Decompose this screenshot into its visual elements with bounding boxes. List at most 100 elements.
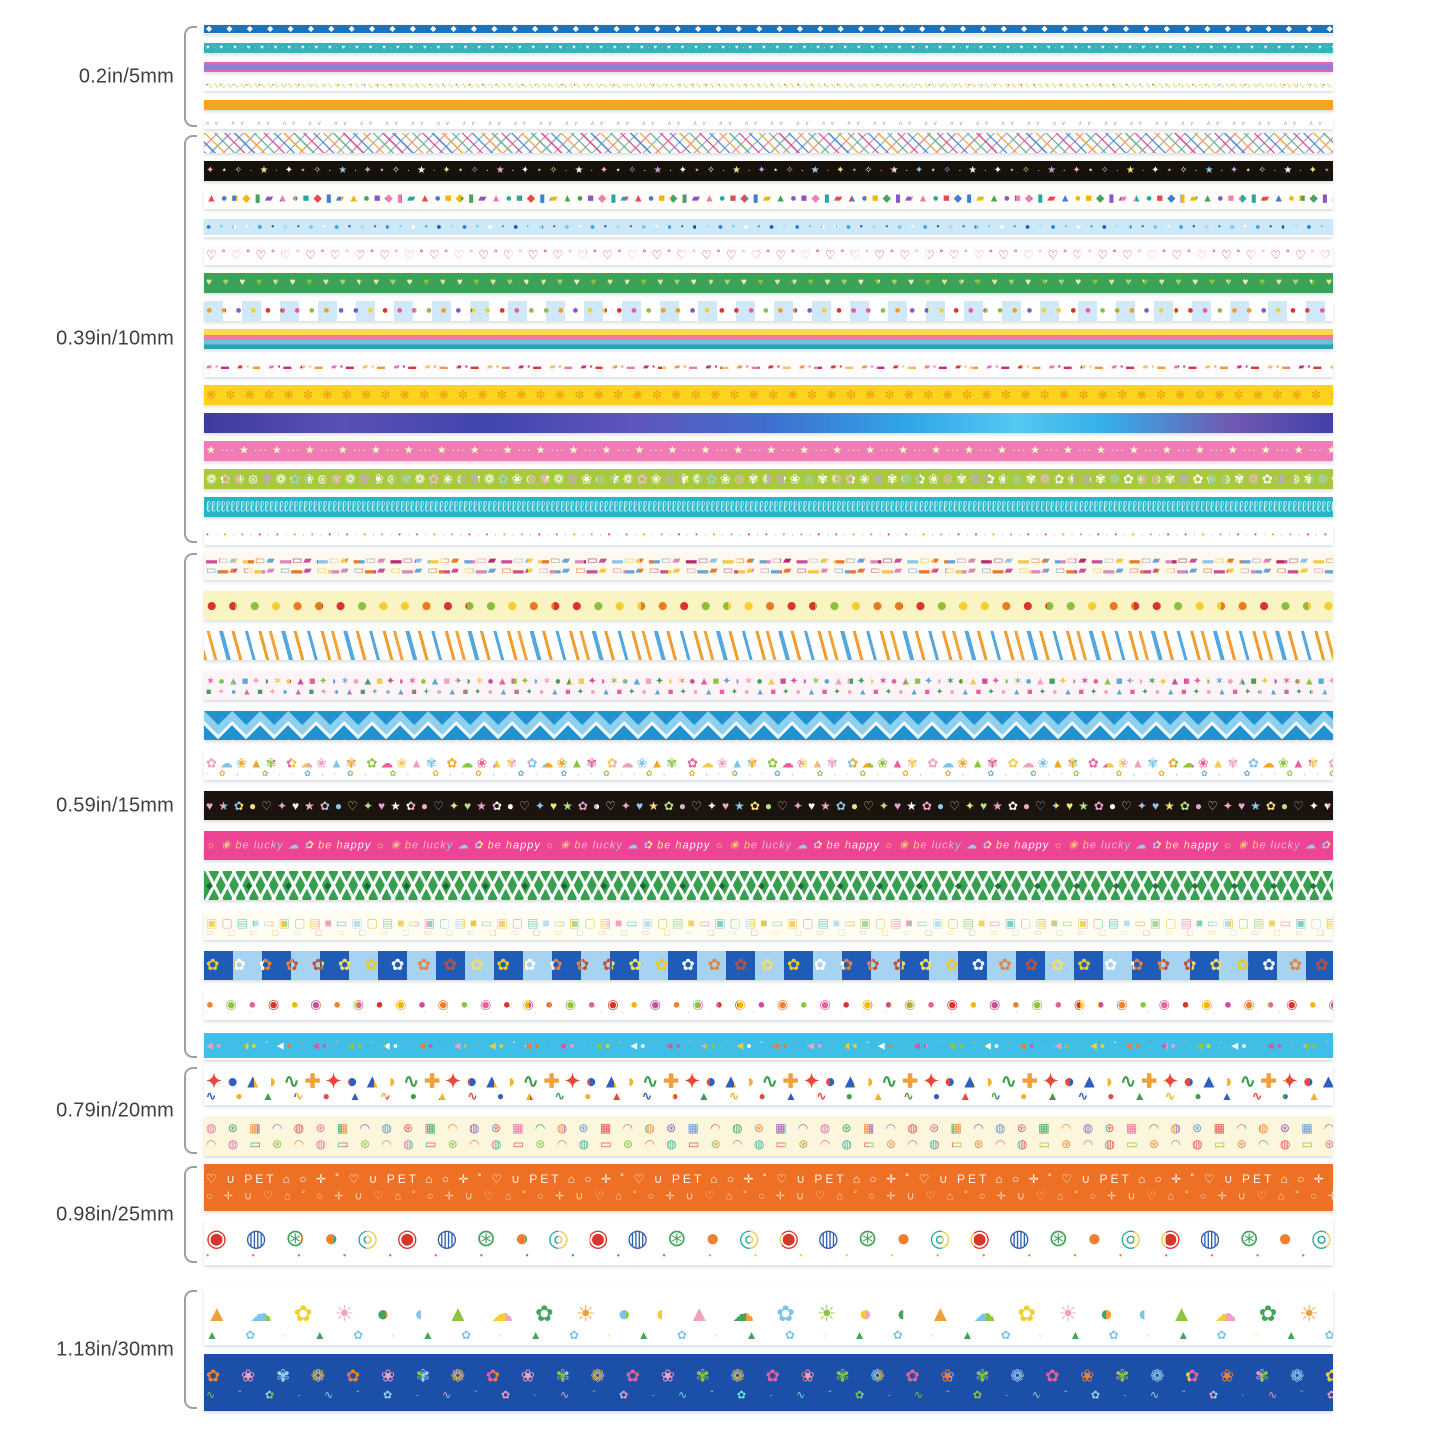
confetti-dots-tape: • ∙ • ∙ • ∙ • ∙ • ∙ • ∙ • ∙ • ∙ • ∙ • ∙ … bbox=[204, 525, 1333, 545]
tape-pattern-motif: ╳╳╳╳╳╳╳╳╳╳╳╳╳╳╳╳╳╳╳╳╳╳╳╳╳╳╳╳╳╳╳╳╳╳╳╳╳╳╳╳… bbox=[206, 871, 1333, 900]
tape-list-5mm: ◆ ◆ ◆ ◆ ◆ ◆ ◆ ◆ ◆ ◆ ◆ ◆ ◆ ◆ ◆ ◆ ◆ ◆ ◆ ◆ … bbox=[204, 24, 1333, 129]
rainbow-stripes-tape bbox=[204, 329, 1333, 349]
tape-pattern-motif: ❁✿❀⊛✾❁✿❀⊛✾❁✿❀⊛✾❁✿❀⊛✾❁✿❀⊛✾❁✿❀⊛✾❁✿❀⊛✾❁✿❀⊛✾… bbox=[206, 473, 1333, 486]
color-dashes-tape: ▬▭▰ ▬▭▰ ▬▭▰ ▬▭▰ ▬▭▰ ▬▭▰ ▬▭▰ ▬▭▰ ▬▭▰ ▬▭▰ … bbox=[204, 551, 1333, 580]
teal-hearts-tape: ♥·♥·♥·♥·♥·♥·♥·♥·♥·♥·♥·♥·♥·♥·♥·♥·♥·♥·♥·♥·… bbox=[204, 43, 1333, 53]
flower-squares-tape: ✿✿✿✿✿✿✿✿✿✿✿✿✿✿✿✿✿✿✿✿✿✿✿✿✿✿✿✿✿✿✿✿✿✿✿✿✿✿✿✿… bbox=[204, 951, 1333, 980]
bakery-doodles-tape: ◍ ⊛ ▦ ◠ ◍ ⊛ ▦ ◠ ◍ ⊛ ▦ ◠ ◍ ⊛ ▦ ◠ ◍ ⊛ ▦ ◠ … bbox=[204, 1116, 1333, 1156]
tape-pattern-motif: ∿ ˚ ✿ · ∿ ˚ ✿ · ∿ ˚ ✿ · ∿ ˚ ✿ · ∿ ˚ ✿ · … bbox=[206, 1390, 1333, 1402]
size-group-5mm-side: 0.2in/5mm bbox=[0, 24, 204, 129]
navy-floral-tape: ✿ ❀ ✾ ❁ ✿ ❀ ✾ ❁ ✿ ❀ ✾ ❁ ✿ ❀ ✾ ❁ ✿ ❀ ✾ ❁ … bbox=[204, 1354, 1333, 1411]
tape-list-20mm: ✦●▲◗∿✚✦●▲◗∿✚✦●▲◗∿✚✦●▲◗∿✚✦●▲◗∿✚✦●▲◗∿✚✦●▲◗… bbox=[204, 1065, 1333, 1156]
tape-pattern-motif: ● • ● • ● • ● • ● • ● • ● • ● • ● • ● • … bbox=[206, 222, 1333, 232]
tape-pattern-motif: · ✿ ˖ · ✿ ˖ · ✿ ˖ · ✿ ˖ · ✿ ˖ · ✿ ˖ · ✿ … bbox=[206, 769, 1333, 778]
size-bracket bbox=[184, 1166, 197, 1263]
size-bracket bbox=[184, 1290, 197, 1409]
tape-pattern-motif: ✿ ❀ ✾ ❁ ✿ ❀ ✾ ❁ ✿ ❀ ✾ ❁ ✿ ❀ ✾ ❁ ✿ ❀ ✾ ❁ … bbox=[206, 1367, 1333, 1384]
tape-pattern-motif: ✿✿✿✿✿✿✿✿✿✿✿✿✿✿✿✿✿✿✿✿✿✿✿✿✿✿✿✿✿✿✿✿✿✿✿✿✿✿✿✿… bbox=[206, 957, 1333, 974]
size-group-30mm: 1.18in/30mm ▲ ☁ ✿ ☀ ● ◖ ▲ ☁ ✿ ☀ ● ◖ ▲ ☁ … bbox=[0, 1288, 1445, 1411]
tape-pattern-motif: ♡˚♡˚♡˚♡˚♡˚♡˚♡˚♡˚♡˚♡˚♡˚♡˚♡˚♡˚♡˚♡˚♡˚♡˚♡˚♡˚… bbox=[206, 249, 1333, 261]
black-hearts-stars-tape: ♥★✿●♡✦♥★✿●♡✦♥★✿●♡✦♥★✿●♡✦♥★✿●♡✦♥★✿●♡✦♥★✿●… bbox=[204, 791, 1333, 820]
tape-pattern-motif: ◠ ◍ ▭ ⊛ ◠ ◍ ▭ ⊛ ◠ ◍ ▭ ⊛ ◠ ◍ ▭ ⊛ ◠ ◍ ▭ ⊛ … bbox=[206, 1138, 1333, 1150]
tape-pattern-motif: ✶●▲■✦◗✶●▲■✦◗✶●▲■✦◗✶●▲■✦◗✶●▲■✦◗✶●▲■✦◗✶●▲■… bbox=[206, 676, 1333, 688]
textured-circles-tape: ◉ ◍ ⊛ ● ◎ ◉ ◍ ⊛ ● ◎ ◉ ◍ ⊛ ● ◎ ◉ ◍ ⊛ ● ◎ … bbox=[204, 1218, 1333, 1265]
tape-pattern-motif: • ∙ • ∙ • ∙ • ∙ • ∙ • ∙ • ∙ • ∙ • ∙ • ∙ … bbox=[206, 531, 1333, 539]
size-label: 1.18in/30mm bbox=[56, 1338, 174, 1360]
green-petals-tape: ♥ ♥ ♥ ♥ ♥ ♥ ♥ ♥ ♥ ♥ ♥ ♥ ♥ ♥ ♥ ♥ ♥ ♥ ♥ ♥ … bbox=[204, 273, 1333, 293]
blue-bubbles-tape: ● • ● • ● • ● • ● • ● • ● • ● • ● • ● • … bbox=[204, 217, 1333, 237]
be-lucky-pink-tape: ☼ ❀ be lucky ☁ ✿ be happy ☼ ❀ be lucky ☁… bbox=[204, 831, 1333, 860]
size-label: 0.59in/15mm bbox=[56, 794, 174, 816]
tape-pattern-motif: ∙ ∙ ∙ ∙ ∙ ∙ ∙ ∙ ∙ ∙ ∙ ∙ ∙ ∙ ∙ ∙ ∙ ∙ ∙ ∙ … bbox=[206, 1010, 1333, 1017]
size-bracket bbox=[184, 26, 197, 127]
rainbow-crosshatch-tape bbox=[204, 133, 1333, 153]
tape-pattern-motif: ●●●●●●●●●●●●●●●●●●●●●●●●●●●●●●●●●●●●●●●●… bbox=[206, 305, 1333, 317]
tape-pattern-motif: ◆ ◆ ◆ ◆ ◆ ◆ ◆ ◆ ◆ ◆ ◆ ◆ ◆ ◆ ◆ ◆ ◆ ◆ ◆ ◆ … bbox=[206, 24, 1333, 33]
size-group-10mm: 0.39in/10mm ✦ ⋆ ✧ · ★ ∙ ✦ ⋆ ✧ · ★ ∙ ✦ ⋆ … bbox=[0, 133, 1445, 545]
black-sparkle-tape: ✦ ⋆ ✧ · ★ ∙ ✦ ⋆ ✧ · ★ ∙ ✦ ⋆ ✧ · ★ ∙ ✦ ⋆ … bbox=[204, 161, 1333, 181]
tape-pattern-motif: ◍ ⊛ ▦ ◠ ◍ ⊛ ▦ ◠ ◍ ⊛ ▦ ◠ ◍ ⊛ ▦ ◠ ◍ ⊛ ▦ ◠ … bbox=[206, 1122, 1333, 1134]
tape-list-10mm: ✦ ⋆ ✧ · ★ ∙ ✦ ⋆ ✧ · ★ ∙ ✦ ⋆ ✧ · ★ ∙ ✦ ⋆ … bbox=[204, 133, 1333, 545]
tape-pattern-motif: ∿ ● ▲ ∿ ● ▲ ∿ ● ▲ ∿ ● ▲ ∿ ● ▲ ∿ ● ▲ ∿ ● … bbox=[206, 1090, 1333, 1102]
tape-pattern-motif: ●●●●●●●●●●●●●●●●●●●●●●●●●●●●●●●●●●●●●●●●… bbox=[206, 596, 1333, 615]
nature-landscape-tape: ▲ ☁ ✿ ☀ ● ◖ ▲ ☁ ✿ ☀ ● ◖ ▲ ☁ ✿ ☀ ● ◖ ▲ ☁ … bbox=[204, 1288, 1333, 1345]
tape-pattern-motif: ∿∿∿∿∿∿∿∿∿∿∿∿∿∿∿∿∿∿∿∿∿∿∿∿∿∿∿∿∿∿∿∿∿∿∿∿∿∿∿∿… bbox=[206, 82, 1333, 90]
tomatoes-tape: ●●●●●●●●●●●●●●●●●●●●●●●●●●●●●●●●●●●●●●●●… bbox=[204, 591, 1333, 620]
tape-pattern-motif: ℓℓℓℓℓℓℓℓℓℓℓℓℓℓℓℓℓℓℓℓℓℓℓℓℓℓℓℓℓℓℓℓℓℓℓℓℓℓℓℓ… bbox=[206, 498, 1333, 516]
size-group-5mm: 0.2in/5mm ◆ ◆ ◆ ◆ ◆ ◆ ◆ ◆ ◆ ◆ ◆ ◆ ◆ ◆ ◆ … bbox=[0, 24, 1445, 129]
size-group-25mm-side: 0.98in/25mm bbox=[0, 1164, 204, 1265]
pink-abstract-tape: ▰▪▬ ▰▪▬ ▰▪▬ ▰▪▬ ▰▪▬ ▰▪▬ ▰▪▬ ▰▪▬ ▰▪▬ ▰▪▬ … bbox=[204, 357, 1333, 377]
matisse-shapes-tape: ✦●▲◗∿✚✦●▲◗∿✚✦●▲◗∿✚✦●▲◗∿✚✦●▲◗∿✚✦●▲◗∿✚✦●▲◗… bbox=[204, 1065, 1333, 1105]
meadow-doodles-tape: ✿☁❀▲✾ ✿☁❀▲✾ ✿☁❀▲✾ ✿☁❀▲✾ ✿☁❀▲✾ ✿☁❀▲✾ ✿☁❀▲… bbox=[204, 751, 1333, 780]
tape-pattern-motif: ♥·♥·♥·♥·♥·♥·♥·♥·♥·♥·♥·♥·♥·♥·♥·♥·♥·♥·♥·♥·… bbox=[206, 44, 1333, 51]
blue-chevron-tape bbox=[204, 711, 1333, 740]
orange-solid-tape bbox=[204, 100, 1333, 110]
diagonal-strokes-tape bbox=[204, 631, 1333, 660]
gold-ornate-tape: ❋ ✼ ❋ ✼ ❋ ✼ ❋ ✼ ❋ ✼ ❋ ✼ ❋ ✼ ❋ ✼ ❋ ✼ ❋ ✼ … bbox=[204, 385, 1333, 405]
size-group-15mm-side: 0.59in/15mm bbox=[0, 551, 204, 1060]
size-bracket bbox=[184, 1067, 197, 1154]
tape-pattern-motif: ♥★✿●♡✦♥★✿●♡✦♥★✿●♡✦♥★✿●♡✦♥★✿●♡✦♥★✿●♡✦♥★✿●… bbox=[206, 800, 1333, 812]
pastel-confetti-tape: ✶●▲■✦◗✶●▲■✦◗✶●▲■✦◗✶●▲■✦◗✶●▲■✦◗✶●▲■✦◗✶●▲■… bbox=[204, 671, 1333, 700]
size-label: 0.39in/10mm bbox=[56, 327, 174, 350]
blue-purple-gradient-tape bbox=[204, 413, 1333, 433]
tape-pattern-motif: ▲ ☁ ✿ ☀ ● ◖ ▲ ☁ ✿ ☀ ● ◖ ▲ ☁ ✿ ☀ ● ◖ ▲ ☁ … bbox=[206, 1303, 1333, 1325]
tape-pattern-motif: • • • • • • • • • • • • • • • • • • • • … bbox=[206, 1251, 1333, 1260]
size-group-20mm: 0.79in/20mm ✦●▲◗∿✚✦●▲◗∿✚✦●▲◗∿✚✦●▲◗∿✚✦●▲◗… bbox=[0, 1065, 1445, 1156]
size-label: 0.79in/20mm bbox=[56, 1099, 174, 1121]
tape-pattern-motif: ◉ ◍ ⊛ ● ◎ ◉ ◍ ⊛ ● ◎ ◉ ◍ ⊛ ● ◎ ◉ ◍ ⊛ ● ◎ … bbox=[206, 1227, 1333, 1251]
orange-pet-tape: ♡ ∪ PET ⌂ ○ ✛ ˚ ♡ ∪ PET ⌂ ○ ✛ ˚ ♡ ∪ PET … bbox=[204, 1164, 1333, 1211]
pink-stars-tape: ★ ··· ★ ··· ★ ··· ★ ··· ★ ··· ★ ··· ★ ··… bbox=[204, 441, 1333, 461]
tape-pattern-motif: • • • • • • • • • • • • • • • • • • • • … bbox=[206, 83, 1333, 88]
tape-list-25mm: ♡ ∪ PET ⌂ ○ ✛ ˚ ♡ ∪ PET ⌂ ○ ✛ ˚ ♡ ∪ PET … bbox=[204, 1164, 1333, 1265]
size-group-10mm-side: 0.39in/10mm bbox=[0, 133, 204, 545]
tape-pattern-motif: ▭▬▰ ▭▬▰ ▭▬▰ ▭▬▰ ▭▬▰ ▭▬▰ ▭▬▰ ▭▬▰ ▭▬▰ ▭▬▰ … bbox=[206, 565, 1333, 576]
planner-notes-tape: ▣▢▤■▭▣▢▤■▭▣▢▤■▭▣▢▤■▭▣▢▤■▭▣▢▤■▭▣▢▤■▭▣▢▤■▭… bbox=[204, 911, 1333, 940]
size-label: 0.98in/25mm bbox=[56, 1203, 174, 1225]
geometric-shapes-tape: ▲●■◆▮▰▲●■◆▮▰▲●■◆▮▰▲●■◆▮▰▲●■◆▮▰▲●■◆▮▰▲●■◆… bbox=[204, 189, 1333, 209]
tape-pattern-motif: ♡ ∪ PET ⌂ ○ ✛ ˚ ♡ ∪ PET ⌂ ○ ✛ ˚ ♡ ∪ PET … bbox=[206, 1172, 1333, 1187]
green-medallions-tape: ❁✿❀⊛✾❁✿❀⊛✾❁✿❀⊛✾❁✿❀⊛✾❁✿❀⊛✾❁✿❀⊛✾❁✿❀⊛✾❁✿❀⊛✾… bbox=[204, 469, 1333, 489]
crayon-dots-tape: ● ◉ ● ◉ ● ◉ ● ◉ ● ◉ ● ◉ ● ◉ ● ◉ ● ◉ ● ◉ … bbox=[204, 991, 1333, 1020]
size-bracket bbox=[184, 553, 197, 1058]
green-x-lattice-tape: ╳╳╳╳╳╳╳╳╳╳╳╳╳╳╳╳╳╳╳╳╳╳╳╳╳╳╳╳╳╳╳╳╳╳╳╳╳╳╳╳… bbox=[204, 871, 1333, 900]
tape-pattern-motif: ◀● ˚ ◀● ˚ ◀● ˚ ◀● ˚ ◀● ˚ ◀● ˚ ◀● ˚ ◀● ˚ … bbox=[206, 1041, 1333, 1051]
tape-pattern-motif: ▰▪▬ ▰▪▬ ▰▪▬ ▰▪▬ ▰▪▬ ▰▪▬ ▰▪▬ ▰▪▬ ▰▪▬ ▰▪▬ … bbox=[206, 363, 1333, 371]
tape-pattern-motif: ❋ ✼ ❋ ✼ ❋ ✼ ❋ ✼ ❋ ✼ ❋ ✼ ❋ ✼ ❋ ✼ ❋ ✼ ❋ ✼ … bbox=[206, 388, 1333, 402]
tape-pattern-motif: ♥ ♥ ♥ ♥ ♥ ♥ ♥ ♥ ♥ ♥ ♥ ♥ ♥ ♥ ♥ ♥ ♥ ♥ ♥ ♥ … bbox=[206, 278, 1333, 288]
tape-pattern-motif: ▣▢▤■▭▣▢▤■▭▣▢▤■▭▣▢▤■▭▣▢▤■▭▣▢▤■▭▣▢▤■▭▣▢▤■▭… bbox=[206, 917, 1333, 929]
size-group-20mm-side: 0.79in/20mm bbox=[0, 1065, 204, 1156]
tape-pattern-motif: ʌv ʌv ʌv ʌv ʌv ʌv ʌv ʌv ʌv ʌv ʌv ʌv ʌv ʌ… bbox=[206, 121, 1333, 127]
size-group-15mm: 0.59in/15mm ▬▭▰ ▬▭▰ ▬▭▰ ▬▭▰ ▬▭▰ ▬▭▰ ▬▭▰ … bbox=[0, 551, 1445, 1060]
tape-pattern-motif: ★ ··· ★ ··· ★ ··· ★ ··· ★ ··· ★ ··· ★ ··… bbox=[206, 444, 1333, 457]
tape-pattern-motif: ▲ ✿ · ▲ ✿ · ▲ ✿ · ▲ ✿ · ▲ ✿ · ▲ ✿ · ▲ ✿ … bbox=[206, 1329, 1333, 1341]
blue-diamond-tape: ◆ ◆ ◆ ◆ ◆ ◆ ◆ ◆ ◆ ◆ ◆ ◆ ◆ ◆ ◆ ◆ ◆ ◆ ◆ ◆ … bbox=[204, 24, 1333, 34]
tape-pattern-motif: ▬▭▰ ▬▭▰ ▬▭▰ ▬▭▰ ▬▭▰ ▬▭▰ ▬▭▰ ▬▭▰ ▬▭▰ ▬▭▰ … bbox=[206, 555, 1333, 567]
dot-garland-tape: ∿∿∿∿∿∿∿∿∿∿∿∿∿∿∿∿∿∿∿∿∿∿∿∿∿∿∿∿∿∿∿∿∿∿∿∿∿∿∿∿… bbox=[204, 81, 1333, 91]
green-scribble-tape: ʌv ʌv ʌv ʌv ʌv ʌv ʌv ʌv ʌv ʌv ʌv ʌv ʌv ʌ… bbox=[204, 119, 1333, 129]
pink-purple-stripe-tape bbox=[204, 62, 1333, 72]
size-bracket bbox=[184, 135, 197, 543]
tape-pattern-motif: ● ◉ ● ◉ ● ◉ ● ◉ ● ◉ ● ◉ ● ◉ ● ◉ ● ◉ ● ◉ … bbox=[206, 998, 1333, 1011]
tape-pattern-motif: ✦ ⋆ ✧ · ★ ∙ ✦ ⋆ ✧ · ★ ∙ ✦ ⋆ ✧ · ★ ∙ ✦ ⋆ … bbox=[206, 166, 1333, 176]
